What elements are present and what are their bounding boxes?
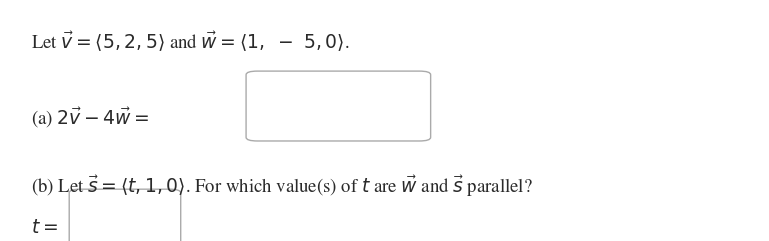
- FancyBboxPatch shape: [246, 71, 431, 141]
- Text: Let $\vec{v} = \langle 5, 2, 5\rangle$ and $\vec{w} = \langle 1,\ -\ 5, 0\rangle: Let $\vec{v} = \langle 5, 2, 5\rangle$ a…: [31, 29, 349, 53]
- Text: (b) Let $\vec{s} = \langle t, 1, 0\rangle$. For which value(s) of $t$ are $\vec{: (b) Let $\vec{s} = \langle t, 1, 0\rangl…: [31, 174, 533, 199]
- Text: $t =$: $t =$: [31, 219, 58, 237]
- FancyBboxPatch shape: [69, 189, 181, 241]
- Text: (a) $2\vec{v} - 4\vec{w} =$: (a) $2\vec{v} - 4\vec{w} =$: [31, 106, 149, 130]
